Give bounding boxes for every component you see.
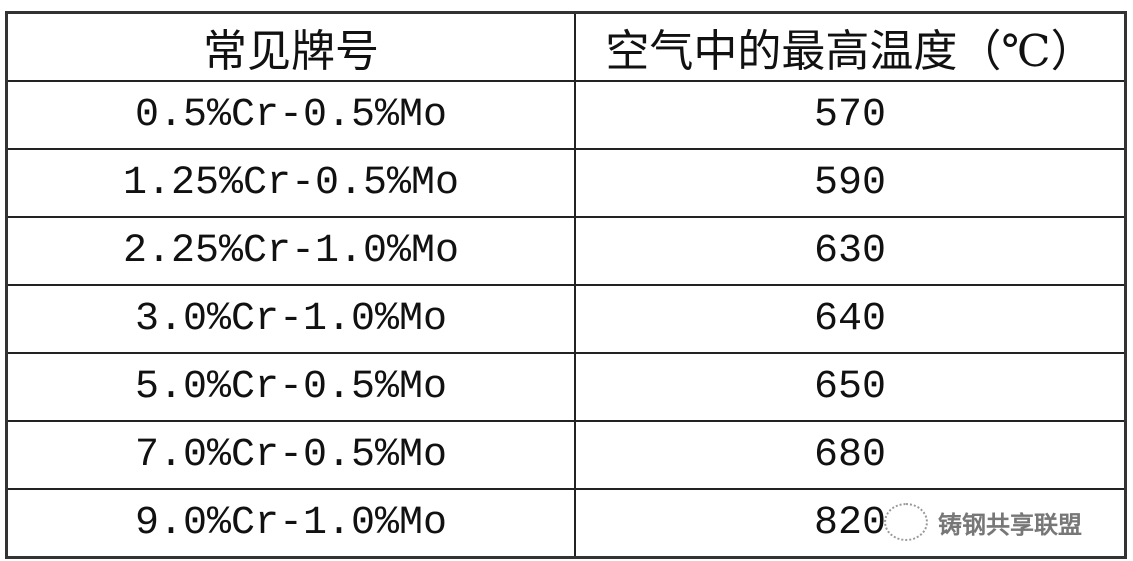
temp-cell: 630 [574,216,1127,286]
table-row: 3.0%Cr-1.0%Mo 640 [5,284,1127,354]
temp-cell: 590 [574,148,1127,218]
temp-cell: 680 [574,420,1127,490]
watermark-text: 铸钢共享联盟 [938,510,1082,539]
table-row: 1.25%Cr-0.5%Mo 590 [5,148,1127,218]
grade-cell: 5.0%Cr-0.5%Mo [5,352,576,422]
header-grade: 常见牌号 [5,11,576,82]
header-row: 常见牌号 空气中的最高温度（℃） [5,11,1127,82]
table-row: 5.0%Cr-0.5%Mo 650 [5,352,1127,422]
grade-cell: 3.0%Cr-1.0%Mo [5,284,576,354]
header-max-temp: 空气中的最高温度（℃） [574,11,1127,82]
table-row: 0.5%Cr-0.5%Mo 570 [5,80,1127,150]
watermark: 铸钢共享联盟 [884,503,1082,541]
wechat-icon [884,503,928,541]
grade-cell: 1.25%Cr-0.5%Mo [5,148,576,218]
grade-cell: 9.0%Cr-1.0%Mo [5,488,576,559]
table-row: 9.0%Cr-1.0%Mo 820 [5,488,1127,559]
table-row: 7.0%Cr-0.5%Mo 680 [5,420,1127,490]
temp-cell: 820 [574,488,1127,559]
grade-cell: 0.5%Cr-0.5%Mo [5,80,576,150]
temp-cell: 640 [574,284,1127,354]
temp-cell: 650 [574,352,1127,422]
grade-cell: 7.0%Cr-0.5%Mo [5,420,576,490]
table-row: 2.25%Cr-1.0%Mo 630 [5,216,1127,286]
temp-cell: 570 [574,80,1127,150]
grade-cell: 2.25%Cr-1.0%Mo [5,216,576,286]
alloy-temperature-table: 常见牌号 空气中的最高温度（℃） 0.5%Cr-0.5%Mo 570 1.25%C… [5,11,1127,559]
